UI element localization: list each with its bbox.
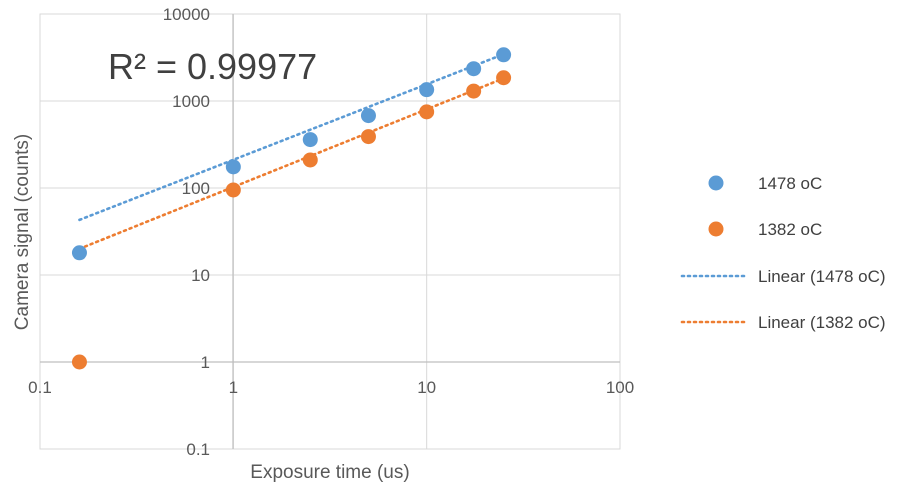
axes (40, 14, 620, 449)
trendline (78, 77, 505, 251)
data-point (302, 152, 318, 168)
data-point (71, 245, 87, 261)
x-tick-label: 0.1 (28, 378, 52, 397)
legend-label: 1382 oC (758, 220, 822, 239)
legend-label: Linear (1382 oC) (758, 313, 886, 332)
data-point (419, 104, 435, 120)
data-point (225, 159, 241, 175)
data-point (360, 108, 376, 124)
legend-label: Linear (1478 oC) (758, 267, 886, 286)
data-point (419, 82, 435, 98)
data-point (225, 182, 241, 198)
data-points (71, 47, 512, 370)
plot-frame (39, 13, 621, 450)
x-tick-label: 1 (229, 378, 238, 397)
trendline (78, 52, 505, 222)
data-point (496, 70, 512, 86)
y-tick-label: 100 (182, 179, 210, 198)
data-point (466, 83, 482, 99)
data-point (466, 61, 482, 77)
legend-label: 1478 oC (758, 174, 822, 193)
y-axis-title: Camera signal (counts) (12, 134, 33, 330)
data-point (302, 132, 318, 148)
tick-labels: 0.1 1 10 100 0.1 1 10 100 1000 10000 (28, 5, 634, 459)
data-point (360, 129, 376, 145)
x-tick-label: 100 (606, 378, 634, 397)
y-tick-label: 10000 (163, 5, 210, 24)
r-squared-annotation: R² = 0.99977 (108, 46, 317, 87)
x-axis-title: Exposure time (us) (250, 462, 409, 483)
legend-marker (708, 221, 724, 237)
y-tick-label: 0.1 (186, 440, 210, 459)
y-tick-label: 10 (191, 266, 210, 285)
trendlines (78, 52, 505, 251)
data-point (71, 354, 87, 370)
legend-marker (708, 175, 724, 191)
x-tick-label: 10 (417, 378, 436, 397)
y-tick-label: 1 (201, 353, 210, 372)
data-point (496, 47, 512, 63)
legend: 1478 oC 1382 oC Linear (1478 oC) Linear (13… (680, 174, 886, 332)
y-tick-label: 1000 (172, 92, 210, 111)
